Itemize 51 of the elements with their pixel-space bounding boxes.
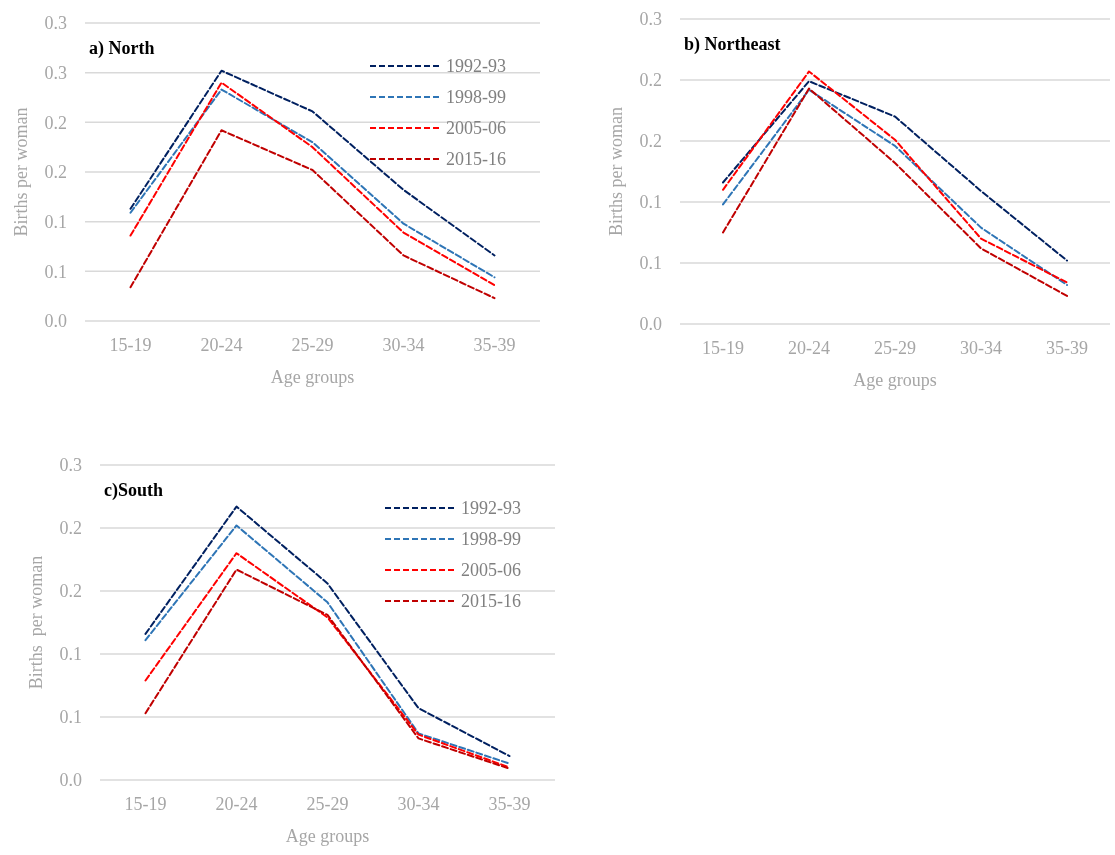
legend-label: 2005-06 (446, 118, 506, 139)
y-tick-label: 0.1 (639, 253, 662, 274)
x-tick-label: 20-24 (215, 794, 258, 814)
y-tick-label: 0.0 (44, 311, 67, 332)
x-tick-label: 15-19 (702, 338, 744, 358)
legend-label: 1998-99 (461, 529, 521, 550)
x-tick-label: 20-24 (200, 335, 243, 355)
y-tick-label: 0.2 (44, 162, 67, 183)
x-tick-label: 25-29 (306, 794, 349, 814)
y-tick-label: 0.1 (44, 211, 67, 232)
y-tick-label: 0.3 (44, 62, 67, 83)
legend-label: 2015-16 (446, 149, 506, 170)
y-tick-label: 0.2 (59, 518, 82, 539)
x-axis-title: Age groups (270, 367, 355, 387)
y-tick-label: 0.2 (59, 581, 82, 602)
x-tick-label: 30-34 (960, 338, 1002, 358)
x-tick-label: 35-39 (1046, 338, 1088, 358)
y-tick-label: 0.1 (639, 192, 662, 213)
x-axis-title: Age groups (285, 826, 370, 846)
x-tick-label: 15-19 (109, 335, 152, 355)
y-tick-label: 0.1 (44, 261, 67, 282)
y-tick-label: 0.0 (639, 314, 662, 335)
y-tick-label: 0.2 (639, 131, 662, 152)
legend-label: 1992-93 (461, 498, 521, 519)
y-tick-label: 0.3 (44, 13, 67, 34)
y-tick-label: 0.3 (59, 455, 82, 476)
y-axis-title: Births per woman (606, 107, 626, 236)
y-tick-label: 0.2 (44, 112, 67, 133)
y-tick-label: 0.2 (639, 70, 662, 91)
y-tick-label: 0.0 (59, 770, 82, 791)
legend-label: 1992-93 (446, 56, 506, 77)
x-tick-label: 35-39 (488, 794, 531, 814)
x-tick-label: 25-29 (874, 338, 916, 358)
x-tick-label: 25-29 (291, 335, 334, 355)
x-tick-label: 30-34 (397, 794, 440, 814)
y-axis-title: Births per woman (11, 107, 31, 237)
y-axis-title: Births per woman (26, 555, 46, 690)
x-tick-label: 15-19 (124, 794, 167, 814)
x-tick-label: 20-24 (788, 338, 830, 358)
x-tick-label: 35-39 (473, 335, 516, 355)
x-tick-label: 30-34 (382, 335, 425, 355)
legend-label: 2015-16 (461, 591, 521, 612)
legend-label: 2005-06 (461, 560, 521, 581)
y-tick-label: 0.3 (639, 9, 662, 30)
legend-label: 1998-99 (446, 87, 506, 108)
x-axis-title: Age groups (853, 370, 937, 390)
text: c)South (104, 480, 164, 501)
y-tick-label: 0.1 (59, 644, 82, 665)
text: b) Northeast (684, 34, 781, 55)
text: a) North (89, 38, 155, 59)
y-tick-label: 0.1 (59, 707, 82, 728)
